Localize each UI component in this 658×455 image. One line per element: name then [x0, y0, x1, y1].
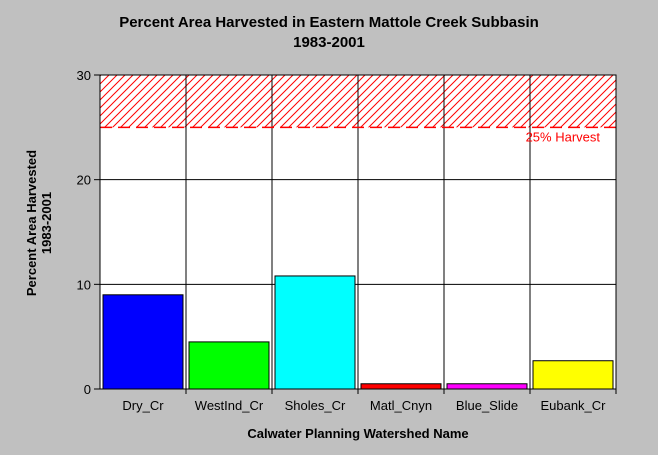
y-tick-label: 30 [77, 68, 91, 83]
x-tick-label: Dry_Cr [122, 398, 164, 413]
bar-eubank-cr [532, 360, 614, 390]
x-axis-label: Calwater Planning Watershed Name [247, 426, 469, 441]
x-tick-label: WestInd_Cr [195, 398, 264, 413]
x-tick-label: Matl_Cnyn [370, 398, 432, 413]
x-tick-label: Eubank_Cr [540, 398, 606, 413]
bar-westind-cr [188, 341, 270, 390]
x-tick-label: Blue_Slide [456, 398, 518, 413]
y-tick-label: 0 [84, 382, 91, 397]
bar-dry-cr [102, 294, 184, 390]
y-tick-label: 10 [77, 277, 91, 292]
x-tick-label: Sholes_Cr [285, 398, 346, 413]
bar-sholes-cr [274, 275, 356, 390]
threshold-label: 25% Harvest [526, 129, 601, 144]
y-tick-label: 20 [77, 173, 91, 188]
bar-blue-slide [446, 383, 528, 390]
chart-title: Percent Area Harvested in Eastern Mattol… [119, 14, 539, 31]
chart-subtitle: 1983-2001 [293, 34, 365, 51]
bar-matl-cnyn [360, 383, 442, 390]
